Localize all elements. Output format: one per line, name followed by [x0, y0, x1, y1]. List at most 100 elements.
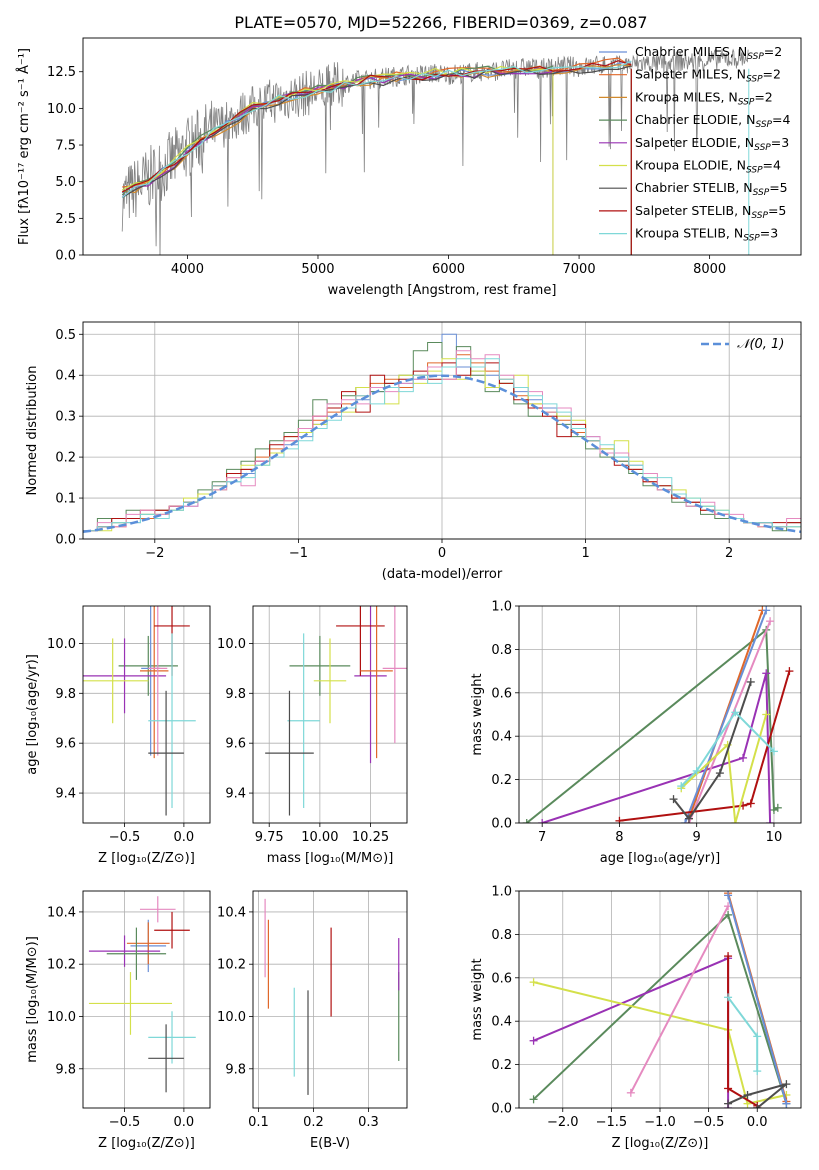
y-tick-label: 0.2	[491, 1058, 512, 1073]
y-tick-label: 10.0	[47, 637, 76, 652]
legend-entry: Salpeter MILES, NSSP=2	[635, 67, 781, 85]
x-tick-label: 5000	[301, 262, 334, 277]
y-tick-label: 9.8	[225, 1062, 246, 1077]
axes-frame	[252, 605, 408, 824]
axes-frame	[82, 605, 211, 824]
y-tick-label: 10.0	[217, 637, 246, 652]
legend-entry-count: =2	[763, 67, 781, 82]
legend-entry-text: Kroupa ELODIE, N	[635, 158, 746, 173]
panel-mass_vs_EBV: 0.1 0.2 0.3 9.8 10.0 10.2 10.4 E(B-V)	[217, 890, 408, 1151]
legend-entry-subscript: SSP	[751, 211, 768, 221]
y-axis-label: Normed distribution	[25, 366, 40, 496]
x-tick-label: 4000	[171, 262, 204, 277]
panel-mass_weight_vs_Z: −2.0 −1.5 −1.0 −0.5 0.0 0.0 0.2 0.4 0.6 0.8 1.0 Z […	[470, 885, 802, 1151]
axes-frame	[82, 37, 802, 256]
plot-area	[522, 606, 794, 823]
legend-entry-text: Salpeter MILES, N	[635, 67, 746, 82]
model-line	[121, 65, 632, 199]
legend-entry: Chabrier STELIB, NSSP=5	[635, 180, 788, 198]
x-tick-label: −1.5	[596, 1115, 628, 1130]
panel-mass_weight_vs_age: 7 8 9 10 0.0 0.2 0.4 0.6 0.8 1.0 age [log₁₀(age/yr…	[470, 600, 802, 866]
y-tick-label: 1.0	[491, 885, 512, 900]
y-tick-label: 10.0	[47, 102, 76, 117]
x-tick-label: 10	[766, 830, 783, 845]
legend-entry-subscript: SSP	[743, 234, 760, 244]
legend-entry-text: Salpeter ELODIE, N	[635, 135, 754, 150]
legend-entry: 𝒩(0, 1)	[737, 337, 784, 352]
legend-entry-text: Chabrier STELIB, N	[635, 180, 753, 195]
plot-area	[529, 891, 791, 1108]
x-tick-label: −2.0	[547, 1115, 579, 1130]
y-tick-label: 10.4	[47, 905, 76, 920]
panel-age_vs_Z: −0.5 0.0 9.4 9.6 9.8 10.0 Z [log₁₀(Z/Z⊙)] age […	[25, 605, 211, 866]
x-tick-label: −2	[145, 546, 164, 561]
axes-frame	[82, 890, 211, 1109]
legend-entry-subscript: SSP	[754, 143, 771, 153]
legend-entry: Chabrier ELODIE, NSSP=4	[635, 112, 790, 130]
x-axis-label: mass [log₁₀(M/M⊙)]	[267, 851, 394, 866]
y-axis-label: mass weight	[470, 673, 485, 755]
y-tick-label: 9.8	[55, 687, 76, 702]
chart-root: 4000 5000 6000 7000 80000.02.55.07.510.012.5…	[16, 37, 802, 1151]
x-tick-label: 0	[438, 546, 446, 561]
y-axis-label: age [log₁₀(age/yr)]	[25, 654, 40, 775]
legend-entry-subscript: SSP	[747, 52, 764, 62]
x-axis-label: age [log₁₀(age/yr)]	[600, 851, 721, 866]
y-tick-label: 12.5	[47, 65, 76, 80]
y-tick-label: 9.4	[225, 787, 246, 802]
y-tick-label: 10.0	[47, 1010, 76, 1025]
legend-entry-text: Salpeter STELIB, N	[635, 203, 751, 218]
x-axis-label: Z [log₁₀(Z/Z⊙)]	[612, 1136, 709, 1151]
model-line	[121, 65, 554, 191]
legend-entry-text: Chabrier ELODIE, N	[635, 112, 755, 127]
legend-entry-subscript: SSP	[746, 166, 763, 176]
mass-weight-line	[541, 673, 772, 823]
mass-weight-line	[680, 710, 775, 787]
legend-entry-text: Chabrier MILES, N	[635, 44, 747, 59]
legend-entry-subscript: SSP	[755, 120, 772, 130]
x-tick-label: −0.5	[109, 830, 141, 845]
y-tick-label: 0.2	[55, 451, 76, 466]
y-tick-label: 0.0	[491, 817, 512, 832]
y-tick-label: 10.0	[217, 1010, 246, 1025]
y-tick-label: 0.6	[491, 686, 512, 701]
panel-spectrum: 4000 5000 6000 7000 8000 0.0 2.5 5.0 7.5 10.0 12.5…	[16, 37, 802, 298]
legend-entry-count: =4	[772, 112, 790, 127]
legend-entry-count: =5	[769, 180, 787, 195]
mass-weight-line	[727, 1083, 788, 1108]
legend-entry-count: =3	[771, 135, 789, 150]
plot-area	[83, 333, 801, 539]
x-tick-label: 10.25	[352, 830, 389, 845]
x-axis-label: E(B-V)	[310, 1136, 350, 1151]
x-tick-label: 0.0	[174, 830, 195, 845]
y-tick-label: 1.0	[491, 600, 512, 615]
x-axis-label: Z [log₁₀(Z/Z⊙)]	[98, 851, 195, 866]
x-axis-label: wavelength [Angstrom, rest frame]	[328, 283, 557, 298]
x-tick-label: −1.0	[644, 1115, 676, 1130]
mass-weight-line	[526, 627, 779, 823]
axes-frame	[252, 890, 408, 1109]
x-tick-label: 0.0	[747, 1115, 768, 1130]
legend-entry: Kroupa ELODIE, NSSP=4	[635, 158, 781, 176]
legend-entry-count: =5	[768, 203, 786, 218]
y-tick-label: 0.8	[491, 643, 512, 658]
legend-entry-subscript: SSP	[738, 97, 755, 107]
y-tick-label: 0.4	[55, 369, 76, 384]
y-tick-label: 0.4	[491, 730, 512, 745]
y-tick-label: 0.3	[55, 410, 76, 425]
x-tick-label: 0.0	[174, 1115, 195, 1130]
y-axis-label: Flux [fλ10⁻¹⁷ erg cm⁻² s⁻¹ Å⁻¹]	[16, 48, 32, 245]
y-tick-label: 0.8	[491, 928, 512, 943]
mass-weight-line	[619, 670, 791, 822]
plot-area	[83, 606, 196, 816]
x-tick-label: 0.1	[248, 1115, 269, 1130]
y-axis-label: mass weight	[470, 958, 485, 1040]
y-tick-label: 0.5	[55, 328, 76, 343]
legend-entry-text: Kroupa MILES, N	[635, 89, 738, 104]
panel-residuals: −2 −1 0 1 2 0.0 0.1 0.2 0.3 0.4 0.5 (data-model)/er…	[25, 321, 802, 582]
mass-weight-line	[629, 905, 729, 1094]
x-tick-label: 8	[615, 830, 623, 845]
y-tick-label: 10.4	[217, 905, 246, 920]
